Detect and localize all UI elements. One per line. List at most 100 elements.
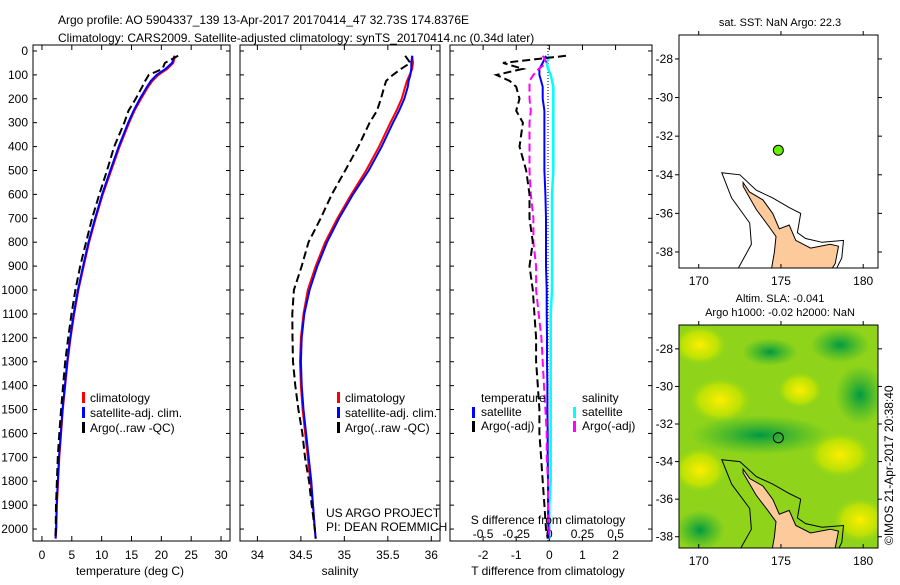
- shelf-contour: [721, 172, 845, 268]
- difference-legend: temperature satellite Argo(-adj) salinit…: [472, 391, 635, 433]
- s-diff-xlabel: S difference from climatology: [471, 513, 626, 527]
- temperature-tick-label: 30: [214, 548, 228, 562]
- temperature-xlabel: temperature (deg C): [76, 564, 184, 578]
- lat-tick-label: -34: [656, 168, 674, 182]
- lat-tick-label: -30: [656, 379, 674, 393]
- depth-tick-label: 1400: [1, 379, 28, 393]
- legend-swatch-s-argo: [573, 421, 576, 432]
- depth-tick-label: 1200: [1, 331, 28, 345]
- legend-swatch-climatology: [82, 392, 85, 403]
- temperature-panel: 0 5 10 15 20 25 300100200300400500600700800900…: [1, 44, 231, 578]
- depth-tick-label: 800: [8, 235, 28, 249]
- title-line-1: Argo profile: AO 5904337_139 13-Apr-2017…: [58, 13, 469, 27]
- t-diff-tick-label: 0: [546, 548, 553, 562]
- salinity-satellite-line: [299, 55, 414, 539]
- salinity-tick-label: 35.5: [376, 548, 400, 562]
- salinity-legend: climatology satellite-adj. clim. Argo(..…: [337, 391, 437, 435]
- depth-tick-label: 700: [8, 211, 28, 225]
- temperature-tick-label: 20: [155, 548, 169, 562]
- depth-tick-label: 600: [8, 187, 28, 201]
- t-diff-tick-label: 2: [612, 548, 619, 562]
- sla-map-frame: [678, 324, 879, 549]
- legend-swatch-climatology: [337, 392, 340, 403]
- title-line-2: Climatology: CARS2009. Satellite-adjuste…: [58, 31, 534, 45]
- s-diff-tick-label: -0.5: [473, 527, 494, 541]
- legend-label: satellite: [582, 405, 623, 419]
- legend-swatch-satellite: [337, 407, 340, 418]
- depth-tick-label: 1700: [1, 450, 28, 464]
- legend-swatch-argo: [82, 422, 85, 433]
- lon-tick-label: 175: [771, 274, 791, 288]
- lat-tick-label: -34: [656, 455, 674, 469]
- depth-tick-label: 900: [8, 259, 28, 273]
- difference-axes-box: [449, 44, 653, 542]
- copyright-stamp: ©IMOS 21-Apr-2017 20:38:40: [882, 385, 896, 545]
- t-diff-xlabel: T difference from climatology: [471, 564, 625, 578]
- lon-tick-label: 180: [853, 274, 873, 288]
- legend-label: satellite: [481, 405, 522, 419]
- t-diff-tick-label: -2: [478, 548, 489, 562]
- legend-label: climatology: [345, 391, 405, 405]
- lat-tick-label: -38: [656, 245, 674, 259]
- t-diff-tick-label: -1: [511, 548, 522, 562]
- credit-project: US ARGO PROJECT: [326, 506, 441, 520]
- legend-swatch-argo: [337, 422, 340, 433]
- salinity-climatology-line: [298, 55, 415, 539]
- legend-label: satellite-adj. clim.: [345, 406, 437, 420]
- temperature-tick-label: 15: [125, 548, 139, 562]
- temperature-satellite-line: [54, 55, 176, 539]
- temperature-legend: climatology satellite-adj. clim. Argo(..…: [82, 391, 182, 435]
- lat-tick-label: -38: [656, 530, 674, 544]
- temperature-tick-label: 10: [95, 548, 109, 562]
- legend-label: Argo(..raw -QC): [90, 421, 175, 435]
- depth-tick-label: 500: [8, 163, 28, 177]
- salinity-tick-label: 34.5: [289, 548, 313, 562]
- depth-tick-label: 1900: [1, 498, 28, 512]
- lon-tick-label: 170: [689, 274, 709, 288]
- salinity-xlabel: salinity: [322, 564, 359, 578]
- legend-label: Argo(-adj): [582, 419, 635, 433]
- legend-swatch-s-satellite: [573, 407, 576, 418]
- lat-tick-label: -32: [656, 129, 674, 143]
- depth-tick-label: 1100: [2, 307, 28, 321]
- difference-panel: -2 -1 0 1 2-0.5 -0.25 0 0.25 0.5 T difference fr…: [449, 44, 653, 578]
- depth-tick-label: 100: [8, 68, 28, 82]
- sla-map-title-2: Argo h1000: -0.02 h2000: NaN: [705, 307, 855, 319]
- north-island-land: [742, 467, 840, 548]
- shelf-contour: [721, 459, 845, 548]
- depth-tick-label: 200: [8, 92, 28, 106]
- sst-map: sat. SST: NaN Argo: 22.3 170 175 180 -28 -30…: [656, 17, 882, 288]
- legend-title-temperature: temperature: [481, 391, 546, 405]
- depth-tick-label: 1800: [1, 474, 28, 488]
- temperature-tick-label: 0: [39, 548, 46, 562]
- sst-map-title: sat. SST: NaN Argo: 22.3: [719, 17, 841, 29]
- depth-tick-label: 400: [8, 140, 28, 154]
- lon-tick-label: 170: [689, 554, 709, 568]
- s-diff-tick-label: 0.25: [571, 527, 595, 541]
- lon-tick-label: 180: [853, 554, 873, 568]
- temperature-tick-label: 25: [185, 548, 199, 562]
- sst-map-frame: [678, 34, 879, 269]
- s-diff-tick-label: -0.25: [503, 527, 531, 541]
- depth-tick-label: 1500: [1, 403, 28, 417]
- north-island-land: [742, 180, 840, 268]
- legend-swatch-t-satellite: [472, 407, 475, 418]
- lon-tick-label: 175: [771, 554, 791, 568]
- salinity-panel: 34 34.5 35 35.5 36 salinity climatology sate…: [239, 44, 447, 578]
- legend-title-salinity: salinity: [582, 391, 619, 405]
- credit-pi: PI: DEAN ROEMMICH: [326, 520, 447, 534]
- sla-map: Altim. SLA: -0.041 Argo h1000: -0.02 h20…: [656, 293, 882, 568]
- depth-tick-label: 1000: [1, 283, 28, 297]
- depth-tick-label: 1300: [1, 355, 28, 369]
- salinity-axes-box: [239, 44, 441, 542]
- salinity-tick-label: 36: [425, 548, 439, 562]
- legend-label: satellite-adj. clim.: [90, 406, 182, 420]
- temperature-argo-line: [54, 54, 179, 539]
- t-diff-tick-label: 1: [579, 548, 586, 562]
- depth-tick-label: 0: [21, 44, 28, 58]
- argo-float-marker: [772, 432, 784, 444]
- legend-label: climatology: [90, 391, 150, 405]
- lat-tick-label: -36: [656, 206, 674, 220]
- lat-tick-label: -28: [656, 342, 674, 356]
- legend-swatch-satellite: [82, 407, 85, 418]
